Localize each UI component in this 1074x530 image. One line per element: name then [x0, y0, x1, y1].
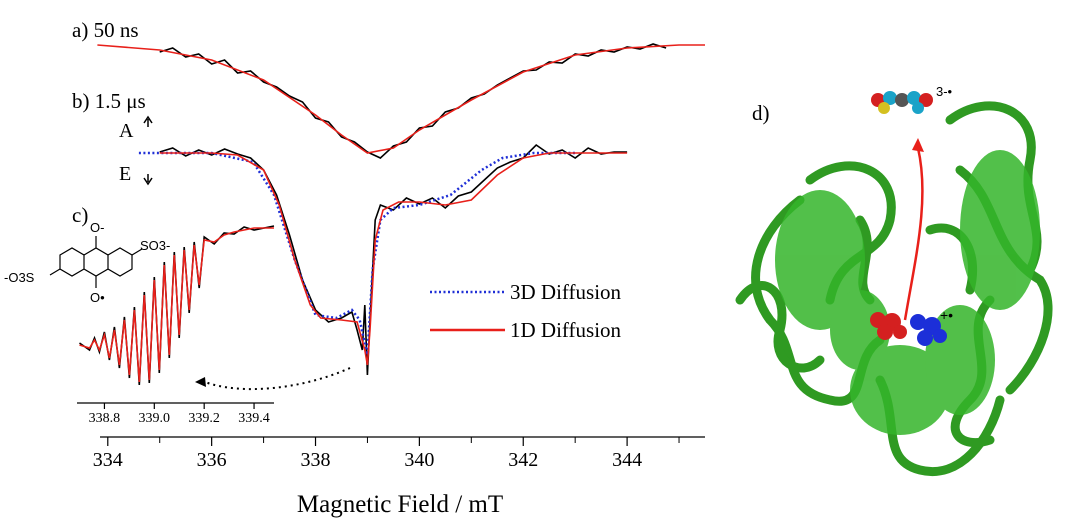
- series-line: [79, 225, 275, 386]
- protein-structure: [735, 91, 1053, 476]
- panel-label: d): [752, 101, 770, 125]
- series-line: [97, 44, 705, 154]
- x-tick-label: 338.8: [89, 411, 121, 426]
- x-tick-label: 339.0: [139, 411, 171, 426]
- molecule-label: -O3S: [4, 270, 35, 285]
- arrow-head: [195, 377, 206, 387]
- x-tick-label: 336: [197, 449, 227, 471]
- label-e: E: [119, 163, 131, 185]
- molecule-label: SO3-: [140, 238, 170, 253]
- x-tick-label: 339.4: [238, 411, 270, 426]
- a-e-arrows: [143, 115, 153, 186]
- arrow: [204, 367, 351, 391]
- series-line: [159, 143, 628, 376]
- x-axis-title: Magnetic Field / mT: [297, 491, 503, 518]
- series-line: [159, 152, 628, 366]
- x-tick-label: 342: [508, 449, 538, 471]
- panel-label: a) 50 ns: [72, 18, 139, 42]
- molecule: [49, 236, 143, 288]
- molecule-label: O•: [90, 290, 105, 305]
- molecule-label: +•: [940, 307, 953, 323]
- molecule-label: O-: [90, 220, 104, 235]
- x-tick-label: 334: [93, 449, 123, 471]
- legend-label: 3D Diffusion: [510, 280, 622, 304]
- x-tick-label: 338: [301, 449, 331, 471]
- series-line: [159, 43, 667, 159]
- series-line: [79, 227, 274, 383]
- panel-label: c): [72, 203, 88, 227]
- legend-label: 1D Diffusion: [510, 318, 622, 342]
- label-a: A: [119, 120, 134, 142]
- x-tick-label: 339.2: [188, 411, 220, 426]
- panel-label: b) 1.5 μs: [72, 89, 146, 113]
- molecule-label: 3-•: [936, 84, 953, 99]
- x-tick-label: 340: [404, 449, 434, 471]
- x-tick-label: 344: [612, 449, 642, 471]
